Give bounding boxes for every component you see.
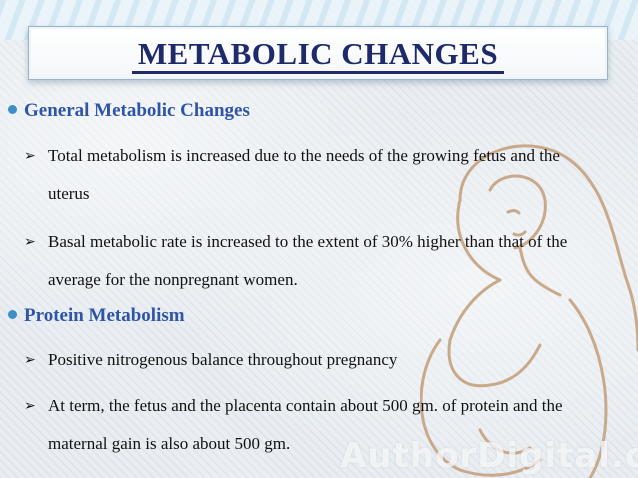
section-heading-protein: Protein Metabolism [8,305,185,327]
arrow-bullet-icon: ➢ [24,234,36,250]
slide-title: METABOLIC CHANGES [137,36,499,71]
watermark: AuthorDigital.c [340,436,638,476]
bullet-text: Positive nitrogenous balance throughout … [48,350,398,369]
bullet-text: Basal metabolic rate is increased to the… [48,232,568,289]
section-heading-general: General Metabolic Changes [8,100,250,122]
section-heading-text: Protein Metabolism [24,305,185,326]
pregnant-woman-illustration [420,144,638,478]
circle-bullet-icon [8,105,17,114]
bullet-text: Total metabolism is increased due to the… [48,146,560,203]
arrow-bullet-icon: ➢ [24,148,36,164]
circle-bullet-icon [8,310,17,319]
bullet-item: ➢ Positive nitrogenous balance throughou… [24,340,584,379]
section-heading-text: General Metabolic Changes [24,100,250,121]
arrow-bullet-icon: ➢ [24,352,36,368]
bullet-item: ➢ At term, the fetus and the placenta co… [24,386,584,463]
bullet-item: ➢ Basal metabolic rate is increased to t… [24,222,584,299]
bullet-item: ➢ Total metabolism is increased due to t… [24,136,584,213]
arrow-bullet-icon: ➢ [24,398,36,414]
title-underline [132,71,504,74]
bullet-text: At term, the fetus and the placenta cont… [48,396,563,453]
